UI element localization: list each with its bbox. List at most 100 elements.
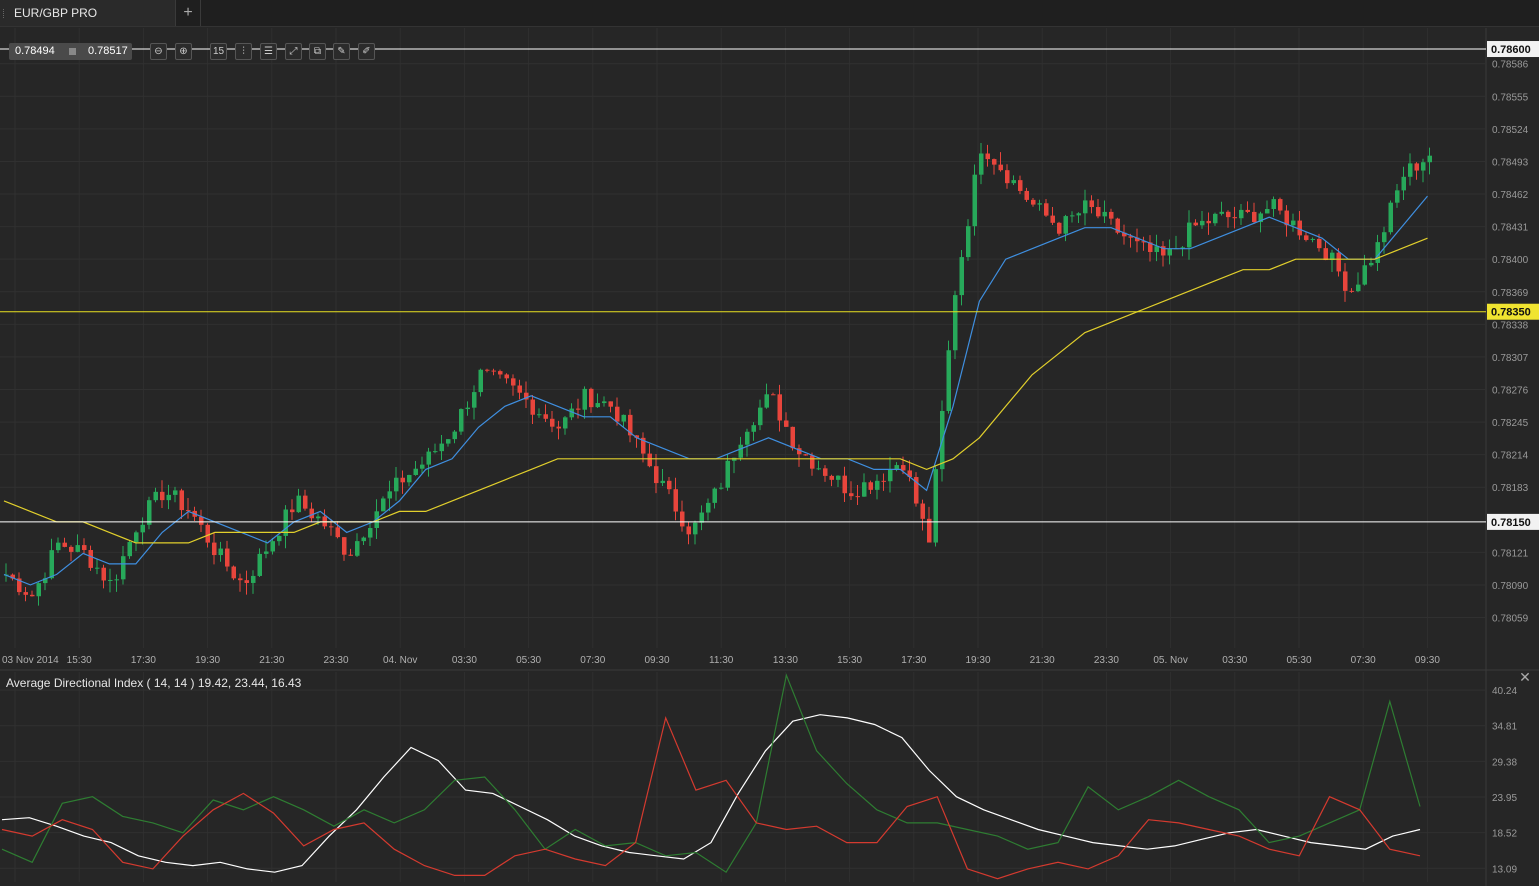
candle-body	[303, 495, 308, 509]
indicator-line-di	[1, 673, 1421, 874]
candle-body	[101, 567, 106, 581]
zoom-in-icon[interactable]: ⊕	[175, 43, 192, 60]
candle-body	[608, 401, 613, 407]
chart-type-icon[interactable]: ⫶	[235, 43, 252, 60]
candle-body	[433, 451, 438, 453]
candle-body	[1284, 210, 1289, 226]
price-tick: 0.78586	[1492, 60, 1529, 71]
candle-body	[615, 406, 620, 422]
candle-body	[901, 465, 906, 471]
candle-body	[478, 369, 483, 393]
candle-body	[1063, 216, 1068, 234]
candle-body	[1356, 284, 1361, 292]
candle-body	[1226, 211, 1231, 218]
candle-body	[329, 526, 334, 528]
price-tick: 0.78369	[1492, 288, 1529, 299]
candle-body	[244, 580, 249, 583]
price-tick: 0.78307	[1492, 353, 1529, 364]
candle-body	[1128, 236, 1133, 238]
candle-body	[550, 418, 555, 427]
candle-body	[569, 408, 574, 418]
candle-body	[1154, 246, 1159, 252]
pen-icon[interactable]: ✐	[358, 43, 375, 60]
candle-body	[82, 545, 87, 551]
zoom-out-icon[interactable]: ⊖	[150, 43, 167, 60]
candle-body	[348, 554, 353, 556]
level-label: 0.78350	[1491, 307, 1531, 319]
candle-body	[75, 545, 80, 552]
candle-body	[134, 532, 139, 543]
candle-body	[745, 431, 750, 445]
settings-icon[interactable]: ☰	[260, 43, 277, 60]
bid-price: 0.78494	[15, 45, 55, 57]
candle-body	[199, 516, 204, 525]
candle-body	[888, 469, 893, 482]
candle-body	[1167, 248, 1172, 256]
candle-body	[140, 524, 145, 533]
candle-body	[420, 464, 425, 469]
candle-body	[459, 409, 464, 432]
candle-body	[517, 385, 522, 393]
candle-body	[160, 491, 165, 501]
candle-body	[1031, 199, 1036, 205]
candle-body	[1187, 222, 1192, 248]
candle-body	[966, 226, 971, 258]
candle-body	[1109, 211, 1114, 219]
candle-body	[43, 578, 48, 584]
candle-body	[153, 491, 158, 501]
candle-body	[628, 414, 633, 436]
close-indicator-icon[interactable]: ✕	[1519, 669, 1531, 685]
candle-body	[498, 371, 503, 375]
copy-icon[interactable]: ⧉	[309, 43, 326, 60]
candle-body	[1161, 246, 1166, 256]
candle-body	[251, 575, 256, 583]
time-tick: 11:30	[709, 655, 734, 666]
candle-body	[972, 174, 977, 227]
candle-body	[186, 510, 191, 512]
candle-body	[23, 592, 28, 595]
candle-body	[680, 511, 685, 527]
candle-body	[998, 164, 1003, 171]
candle-body	[316, 516, 321, 519]
price-tick: 0.78090	[1492, 581, 1529, 592]
price-tick: 0.78121	[1492, 548, 1529, 559]
candle-body	[1057, 222, 1062, 234]
level-label: 0.78150	[1491, 517, 1531, 529]
candle-body	[1304, 235, 1309, 240]
add-tab-button[interactable]: +	[176, 0, 201, 26]
tab-eurgbp[interactable]: EUR/GBP PRO	[0, 0, 176, 26]
candle-body	[309, 508, 314, 519]
candle-body	[1115, 218, 1120, 233]
timeframe-icon[interactable]: 15	[210, 43, 227, 60]
candle-body	[1362, 265, 1367, 285]
candle-body	[1089, 200, 1094, 208]
candle-body	[1239, 209, 1244, 219]
candle-body	[1323, 248, 1328, 261]
candle-body	[875, 480, 880, 490]
candle-body	[225, 548, 230, 567]
time-tick: 07:30	[1351, 655, 1376, 666]
candle-body	[1206, 220, 1211, 224]
candle-body	[504, 374, 509, 379]
time-tick: 09:30	[1415, 655, 1440, 666]
candle-body	[576, 408, 581, 410]
candle-body	[1271, 199, 1276, 209]
drawing-icon[interactable]: ⤢	[285, 43, 302, 60]
indicator-tick: 29.38	[1492, 757, 1517, 768]
candle-body	[1011, 180, 1016, 184]
candle-body	[699, 512, 704, 523]
candle-body	[296, 495, 301, 513]
candle-body	[1148, 242, 1153, 252]
candle-body	[1395, 190, 1400, 203]
edit-icon[interactable]: ✎	[333, 43, 350, 60]
time-tick: 19:30	[195, 655, 220, 666]
candle-body	[660, 480, 665, 484]
candle-body	[1317, 238, 1322, 249]
candle-body	[368, 528, 373, 538]
candle-body	[777, 394, 782, 421]
tab-grip-icon[interactable]	[3, 9, 6, 18]
candle-body	[342, 537, 347, 555]
candle-body	[881, 480, 886, 482]
candle-body	[920, 503, 925, 519]
